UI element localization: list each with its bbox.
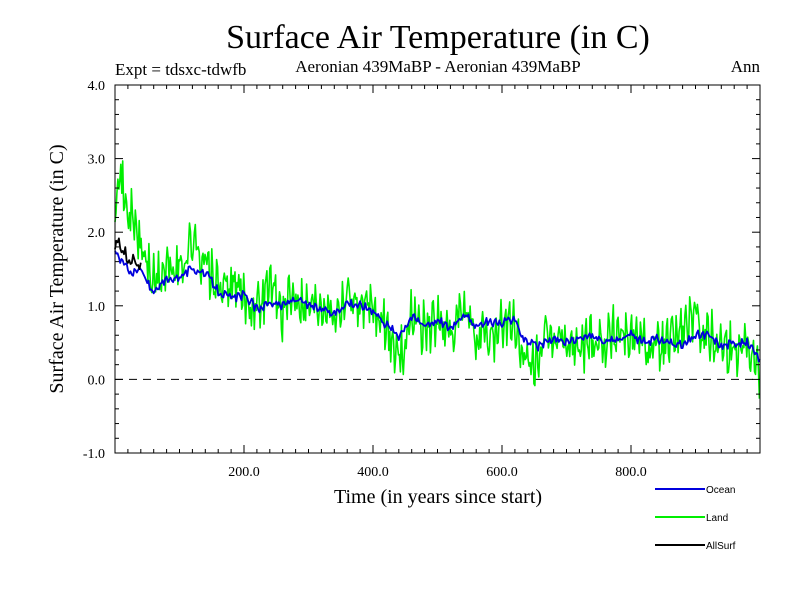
legend-label-ocean: Ocean — [706, 485, 735, 496]
subtitle-period: Aeronian 439MaBP - Aeronian 439MaBP — [295, 57, 581, 76]
subtitle-season: Ann — [731, 57, 761, 76]
legend: Ocean Land AllSurf — [655, 485, 736, 552]
y-tick-label: 2.0 — [88, 226, 106, 241]
x-tick-label: 800.0 — [615, 465, 647, 480]
series-land-line — [114, 160, 761, 399]
series-allsurf-line — [114, 237, 142, 271]
y-axis-label: Surface Air Temperature (in C) — [46, 144, 68, 393]
y-tick-label: 0.0 — [88, 373, 106, 388]
x-axis-label: Time (in years since start) — [334, 486, 542, 508]
y-tick-label: 4.0 — [88, 79, 106, 94]
subtitle-expt: Expt = tdsxc-tdwfb — [115, 60, 246, 79]
x-tick-label: 200.0 — [228, 465, 260, 480]
x-tick-label: 600.0 — [486, 465, 518, 480]
legend-label-land: Land — [706, 513, 728, 524]
y-tick-label: -1.0 — [83, 447, 105, 462]
series-ocean-line — [114, 250, 761, 363]
y-tick-label: 3.0 — [88, 153, 106, 168]
legend-label-allsurf: AllSurf — [706, 541, 736, 552]
chart-title: Surface Air Temperature (in C) — [226, 19, 650, 56]
y-tick-label: 1.0 — [88, 300, 106, 315]
x-tick-label: 400.0 — [357, 465, 389, 480]
